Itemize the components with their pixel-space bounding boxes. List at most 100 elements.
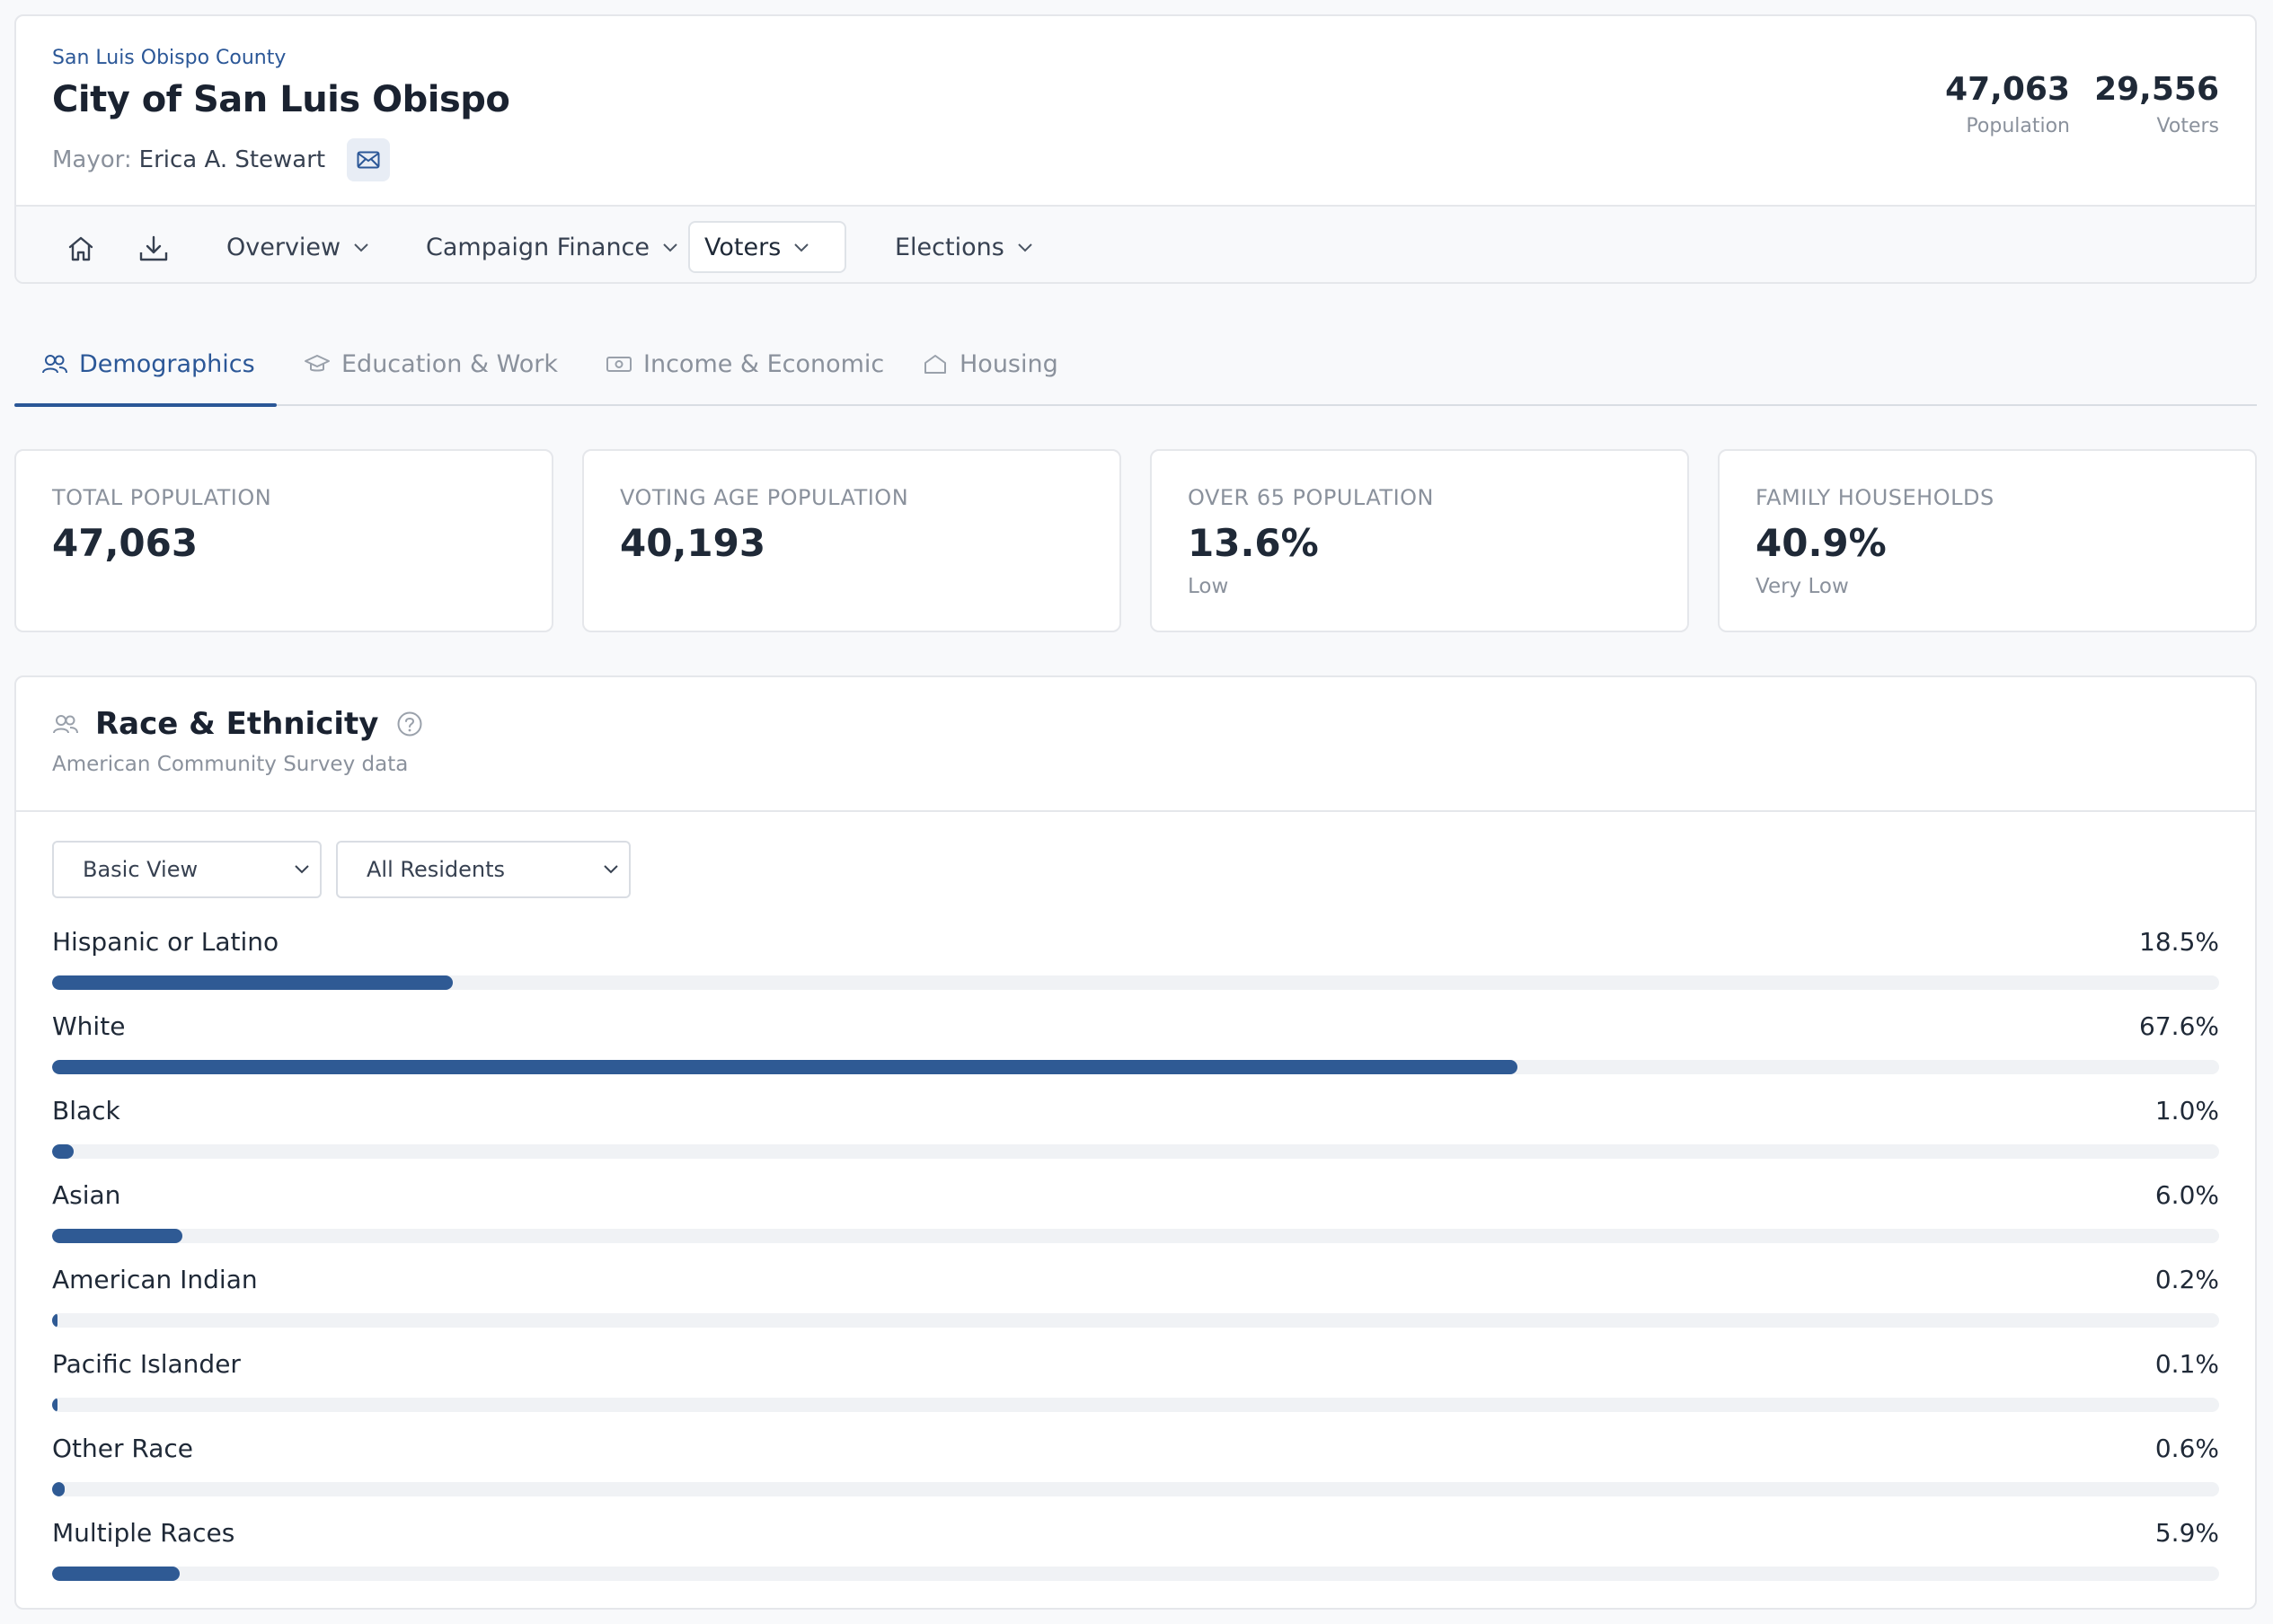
chevron-down-icon xyxy=(604,865,618,874)
kpi-value: 13.6% xyxy=(1188,521,1319,565)
voters-value: 29,556 xyxy=(2094,71,2219,108)
kpi-note: Very Low xyxy=(1756,575,1849,598)
tab-education-work[interactable]: Education & Work xyxy=(304,343,558,384)
population-stat: 47,063 Population xyxy=(1945,71,2070,138)
nav-voters-label: Voters xyxy=(704,233,782,261)
race-percent: 0.2% xyxy=(2154,1265,2219,1294)
tab-income-economic-label: Income & Economic xyxy=(643,349,885,378)
email-mayor-button[interactable] xyxy=(347,138,391,181)
bar-fill xyxy=(52,1144,75,1159)
kpi-value: 40.9% xyxy=(1756,521,1887,565)
race-row-multiple-races: Multiple Races 5.9% xyxy=(52,1518,2219,1590)
race-subtitle: American Community Survey data xyxy=(52,753,409,776)
residents-select[interactable]: All Residents xyxy=(336,841,631,898)
bar-fill xyxy=(52,975,454,990)
race-percent: 0.1% xyxy=(2154,1349,2219,1379)
tab-housing-label: Housing xyxy=(960,349,1058,378)
bar-fill xyxy=(52,1398,57,1412)
race-row-asian: Asian 6.0% xyxy=(52,1180,2219,1252)
graduation-cap-icon xyxy=(305,355,330,372)
nav-voters[interactable]: Voters xyxy=(688,221,846,273)
race-percent: 0.6% xyxy=(2154,1434,2219,1463)
kpi-label: OVER 65 POPULATION xyxy=(1188,485,1434,510)
bar-fill xyxy=(52,1567,181,1581)
race-row-other-race: Other Race 0.6% xyxy=(52,1434,2219,1505)
race-percent: 67.6% xyxy=(2139,1011,2219,1041)
tab-demographics[interactable]: Demographics xyxy=(41,343,255,384)
race-title: Race & Ethnicity xyxy=(95,706,379,742)
kpi-family-households: FAMILY HOUSEHOLDS 40.9% Very Low xyxy=(1718,449,2257,632)
race-row-black: Black 1.0% xyxy=(52,1096,2219,1168)
county-link[interactable]: San Luis Obispo County xyxy=(52,47,287,69)
race-name: Multiple Races xyxy=(52,1518,235,1548)
nav-overview[interactable]: Overview xyxy=(212,221,384,273)
kpi-label: VOTING AGE POPULATION xyxy=(620,485,909,510)
bar-track xyxy=(52,1229,2219,1243)
race-name: American Indian xyxy=(52,1265,258,1294)
help-icon[interactable] xyxy=(396,710,423,737)
kpi-value: 47,063 xyxy=(52,521,199,565)
kpi-value: 40,193 xyxy=(620,521,766,565)
chevron-down-icon xyxy=(1018,243,1032,252)
bar-track xyxy=(52,1144,2219,1159)
kpi-over-65-population: OVER 65 POPULATION 13.6% Low xyxy=(1150,449,1689,632)
bar-track xyxy=(52,1567,2219,1581)
race-percent: 5.9% xyxy=(2154,1518,2219,1548)
bar-track xyxy=(52,1060,2219,1074)
chevron-down-icon xyxy=(663,243,677,252)
home-icon[interactable] xyxy=(66,235,95,262)
bar-track xyxy=(52,1313,2219,1328)
population-value: 47,063 xyxy=(1945,71,2070,108)
mail-icon xyxy=(357,151,380,169)
race-percent: 18.5% xyxy=(2139,927,2219,957)
mayor-label: Mayor: xyxy=(52,146,132,173)
chevron-down-icon xyxy=(354,243,368,252)
race-row-hispanic-or-latino: Hispanic or Latino 18.5% xyxy=(52,927,2219,999)
page-title: City of San Luis Obispo xyxy=(52,79,510,120)
race-row-pacific-islander: Pacific Islander 0.1% xyxy=(52,1349,2219,1421)
kpi-label: TOTAL POPULATION xyxy=(52,485,272,510)
section-tabs: Demographics Education & Work Income & E… xyxy=(14,323,2257,407)
race-name: White xyxy=(52,1011,126,1041)
kpi-voting-age-population: VOTING AGE POPULATION 40,193 xyxy=(582,449,1121,632)
nav-elections[interactable]: Elections xyxy=(880,221,1048,273)
bar-track xyxy=(52,1398,2219,1412)
tab-income-economic[interactable]: Income & Economic xyxy=(606,343,884,384)
bar-fill xyxy=(52,1229,182,1243)
download-icon[interactable] xyxy=(138,235,169,262)
bar-fill xyxy=(52,1060,1517,1074)
view-select[interactable]: Basic View xyxy=(52,841,322,898)
race-percent: 6.0% xyxy=(2154,1180,2219,1210)
race-row-american-indian: American Indian 0.2% xyxy=(52,1265,2219,1337)
nav-campaign-finance[interactable]: Campaign Finance xyxy=(411,221,693,273)
race-card-header: Race & Ethnicity American Community Surv… xyxy=(16,677,2255,812)
tab-education-work-label: Education & Work xyxy=(341,349,559,378)
residents-select-value: All Residents xyxy=(367,857,506,882)
race-name: Pacific Islander xyxy=(52,1349,241,1379)
race-name: Black xyxy=(52,1096,120,1125)
race-title-row: Race & Ethnicity xyxy=(52,706,423,742)
race-percent: 1.0% xyxy=(2154,1096,2219,1125)
active-tab-indicator xyxy=(14,403,277,407)
view-select-value: Basic View xyxy=(83,857,199,882)
voters-label: Voters xyxy=(2156,115,2219,137)
tab-housing[interactable]: Housing xyxy=(922,343,1058,384)
chevron-down-icon xyxy=(295,865,309,874)
bar-fill xyxy=(52,1482,66,1496)
population-label: Population xyxy=(1966,115,2070,137)
city-header-card: San Luis Obispo County City of San Luis … xyxy=(14,14,2257,284)
kpi-label: FAMILY HOUSEHOLDS xyxy=(1756,485,1994,510)
bar-track xyxy=(52,1482,2219,1496)
tab-demographics-label: Demographics xyxy=(79,349,255,378)
race-name: Asian xyxy=(52,1180,121,1210)
mayor-line: Mayor: Erica A. Stewart xyxy=(52,138,391,181)
race-name: Hispanic or Latino xyxy=(52,927,279,957)
users-icon xyxy=(42,355,67,374)
bar-track xyxy=(52,975,2219,990)
nav-bar: Overview Campaign Finance Voters Electio… xyxy=(16,205,2255,282)
bar-fill xyxy=(52,1313,57,1328)
race-ethnicity-card: Race & Ethnicity American Community Surv… xyxy=(14,675,2257,1610)
voters-stat: 29,556 Voters xyxy=(2094,71,2219,138)
banknote-icon xyxy=(606,357,632,372)
mayor-name: Erica A. Stewart xyxy=(138,146,326,173)
